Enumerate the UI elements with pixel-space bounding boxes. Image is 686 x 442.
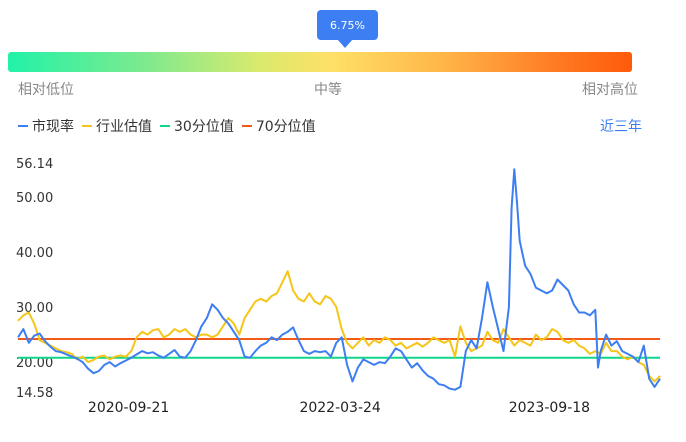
legend-item-p30[interactable]: 30分位值 xyxy=(160,116,234,136)
percentile-value: 6.75% xyxy=(330,18,365,32)
legend-swatch-p70 xyxy=(241,125,252,127)
percentile-marker-badge: 6.75% xyxy=(317,10,378,40)
legend-swatch-pcf xyxy=(18,125,28,127)
legend-swatch-p30 xyxy=(160,125,170,127)
gauge-high-label: 相对高位 xyxy=(582,82,638,98)
legend-item-industry[interactable]: 行业估值 xyxy=(82,116,152,136)
reference-lines xyxy=(18,337,660,359)
valuation-gauge-bar xyxy=(8,52,632,72)
series-line xyxy=(17,270,661,383)
y-tick-label: 20.00 xyxy=(16,356,53,371)
y-tick-label: 14.58 xyxy=(16,386,53,401)
x-tick-label: 2023-09-18 xyxy=(509,400,590,416)
series-line xyxy=(17,168,661,391)
legend-label-p70: 70分位值 xyxy=(255,119,316,135)
legend-label-pcf: 市现率 xyxy=(32,119,74,135)
y-tick-label: 40.00 xyxy=(16,246,53,261)
chart-series xyxy=(17,168,661,391)
percentile-marker-pointer xyxy=(337,39,353,48)
chart-legend: 市现率 行业估值 30分位值 70分位值 xyxy=(18,116,324,136)
x-tick-label: 2020-09-21 xyxy=(88,400,169,416)
y-axis-ticks: 56.14 50.00 40.00 30.00 20.00 14.58 xyxy=(16,157,53,401)
legend-label-p30: 30分位值 xyxy=(174,119,234,135)
legend-item-pcf[interactable]: 市现率 xyxy=(18,116,74,136)
x-axis-ticks: 2020-09-21 2022-03-24 2023-09-18 xyxy=(88,400,590,416)
legend-swatch-industry xyxy=(82,125,92,127)
gauge-mid-label: 中等 xyxy=(314,82,342,98)
y-tick-label: 56.14 xyxy=(16,157,53,172)
gauge-low-label: 相对低位 xyxy=(18,82,74,98)
range-selector[interactable]: 近三年 xyxy=(600,119,642,135)
y-tick-label: 50.00 xyxy=(16,191,53,206)
y-tick-label: 30.00 xyxy=(16,301,53,316)
x-tick-label: 2022-03-24 xyxy=(299,400,380,416)
legend-item-p70[interactable]: 70分位值 xyxy=(241,116,316,136)
legend-label-industry: 行业估值 xyxy=(96,119,152,135)
